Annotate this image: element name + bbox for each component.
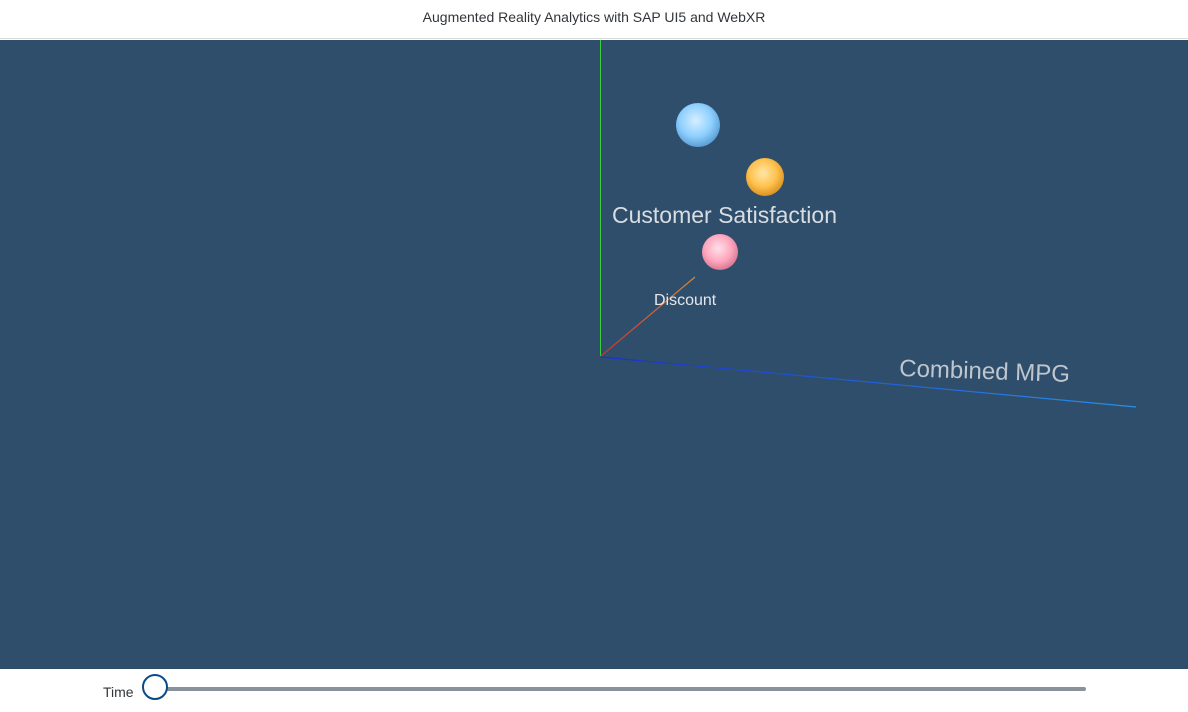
app-header: Augmented Reality Analytics with SAP UI5… [0, 0, 1188, 39]
time-slider-bar: Time [0, 669, 1188, 712]
z-axis-label: Discount [654, 292, 717, 309]
data-bubble-pink[interactable] [702, 234, 738, 270]
time-slider-track[interactable] [157, 687, 1086, 691]
x-axis-line [600, 356, 1137, 408]
time-slider-label: Time [103, 684, 134, 700]
x-axis-label: Combined MPG [899, 355, 1071, 388]
z-axis-line [600, 276, 696, 357]
y-axis-label: Customer Satisfaction [612, 202, 837, 228]
scene-svg: Customer Satisfaction Discount Combined … [600, 40, 1137, 408]
time-slider-handle[interactable] [142, 674, 168, 700]
page-title: Augmented Reality Analytics with SAP UI5… [422, 9, 766, 25]
ar-scene-canvas[interactable]: Customer Satisfaction Discount Combined … [0, 40, 1188, 669]
data-bubble-blue[interactable] [676, 103, 720, 147]
data-bubble-orange[interactable] [746, 158, 784, 196]
